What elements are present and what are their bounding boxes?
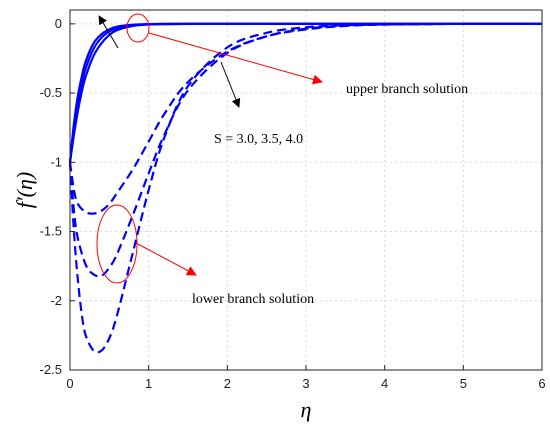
x-tick-label: 3 — [302, 376, 309, 391]
lower-branch-label: lower branch solution — [192, 292, 314, 307]
ticks: 0 1 2 3 4 5 6 0 -0.5 -1 -1.5 -2 -2.5 — [40, 16, 546, 391]
x-tick-label: 2 — [224, 376, 231, 391]
y-tick-label: -2 — [50, 293, 62, 308]
y-tick-label: -0.5 — [40, 85, 62, 100]
parameter-label: S = 3.0, 3.5, 4.0 — [214, 132, 303, 147]
upper-branch-black-arrow — [98, 15, 119, 49]
y-tick-label: -1.5 — [40, 224, 62, 239]
y-axis-title: f′(η) — [12, 172, 37, 209]
lower-branch-line-6 — [68, 22, 543, 354]
lower-branch-black-arrow — [220, 61, 241, 108]
lower-branch-red-arrow — [135, 242, 197, 276]
x-tick-label: 5 — [460, 376, 467, 391]
upper-branch-ellipse — [126, 13, 150, 43]
y-tick-label: -2.5 — [40, 362, 62, 377]
upper-branch-label: upper branch solution — [346, 82, 468, 97]
upper-branch-line-3 — [68, 22, 542, 163]
x-tick-label: 4 — [381, 376, 388, 391]
upper-branch-red-arrow — [148, 32, 323, 85]
y-tick-label: 0 — [55, 16, 62, 31]
series-layer — [68, 22, 543, 354]
y-tick-label: -1 — [50, 154, 62, 169]
x-axis-title: η — [301, 397, 312, 422]
x-tick-label: 1 — [145, 376, 152, 391]
x-tick-label: 6 — [538, 376, 545, 391]
x-tick-label: 0 — [66, 376, 73, 391]
